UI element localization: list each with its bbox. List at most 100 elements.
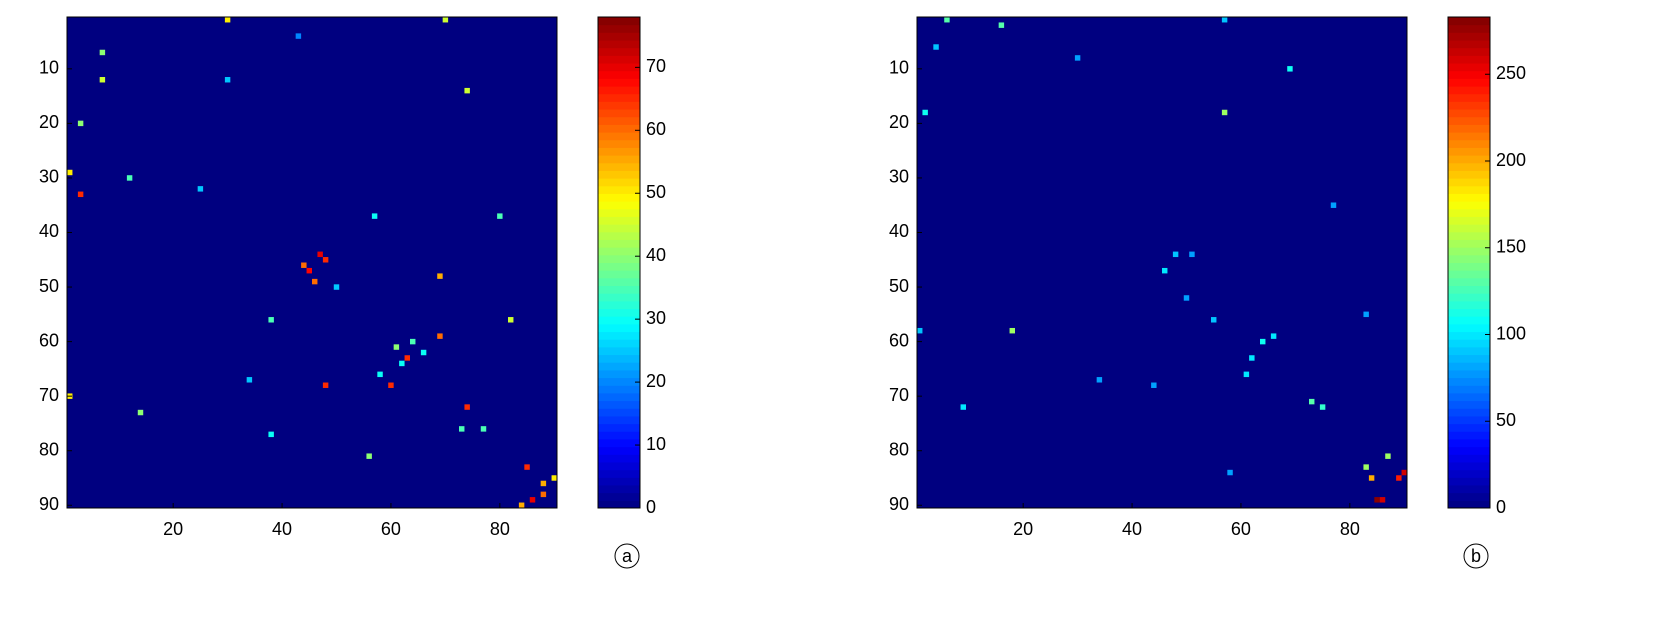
cell (268, 431, 274, 438)
cell (459, 426, 465, 432)
cell (464, 404, 470, 410)
colorbar-segment (598, 254, 640, 263)
y-tick-label: 20 (39, 112, 59, 132)
colorbar-segment (1448, 185, 1490, 194)
y-tick-label: 50 (39, 276, 59, 296)
colorbar-segment (598, 362, 640, 371)
colorbar-segment (1448, 155, 1490, 164)
colorbar-segment (598, 469, 640, 478)
y-tick-label: 40 (889, 221, 909, 241)
colorbar-tick-label: 250 (1496, 63, 1526, 83)
colorbar-segment (1448, 362, 1490, 371)
cell (1379, 497, 1386, 503)
colorbar-segment (1448, 270, 1490, 279)
cell (480, 426, 487, 432)
colorbar-segment (598, 116, 640, 125)
cell (1227, 469, 1233, 476)
y-tick-label: 70 (39, 385, 59, 405)
colorbar-segment (598, 438, 640, 448)
colorbar-segment (1448, 40, 1490, 49)
colorbar-segment (598, 55, 640, 64)
colorbar-segment (1448, 293, 1490, 302)
colorbar-tick-label: 50 (646, 182, 666, 202)
colorbar-segment (1448, 446, 1490, 455)
cell (1330, 202, 1337, 208)
colorbar-segment (1448, 300, 1490, 310)
cell (1096, 377, 1103, 383)
y-tick-label: 30 (39, 167, 59, 187)
cell (551, 475, 557, 481)
cell (99, 77, 106, 83)
cell (922, 109, 928, 116)
cell (366, 453, 372, 459)
y-tick-label: 10 (39, 58, 59, 78)
cell (960, 404, 966, 410)
colorbar-segment (598, 24, 640, 33)
colorbar-segment (1448, 47, 1490, 56)
colorbar-segment (1448, 415, 1490, 425)
colorbar-segment (598, 308, 640, 317)
colorbar-segment (598, 285, 640, 294)
y-tick-label: 90 (39, 494, 59, 514)
colorbar-tick-label: 50 (1496, 410, 1516, 430)
colorbar-segment (1448, 193, 1490, 202)
colorbar-segment (1448, 431, 1490, 440)
cell (1260, 338, 1266, 345)
cell (322, 257, 329, 263)
colorbar-segment (598, 101, 640, 110)
colorbar-tick-label: 60 (646, 119, 666, 139)
cell (464, 87, 470, 94)
colorbar-segment (1448, 484, 1490, 494)
cell (224, 77, 231, 83)
colorbar-segment (598, 369, 640, 379)
cell (333, 284, 340, 290)
cell (1221, 109, 1228, 116)
colorbar-segment (598, 454, 640, 463)
colorbar-segment (598, 32, 640, 41)
cell (933, 44, 939, 50)
colorbar-segment (598, 132, 640, 141)
colorbar-segment (1448, 216, 1490, 225)
colorbar-segment (598, 185, 640, 194)
cell (377, 371, 383, 378)
colorbar-segment (598, 109, 640, 118)
colorbar-segment (598, 446, 640, 455)
colorbar-segment (598, 224, 640, 233)
colorbar-segment (598, 293, 640, 302)
colorbar-tick-label: 150 (1496, 237, 1526, 257)
colorbar-segment (598, 208, 640, 217)
colorbar-segment (598, 415, 640, 425)
cell (224, 17, 231, 23)
x-tick-label: 60 (381, 519, 401, 539)
colorbar-tick-label: 0 (1496, 497, 1506, 517)
colorbar-segment (1448, 70, 1490, 79)
cell (437, 273, 443, 279)
colorbar-segment (598, 277, 640, 287)
colorbar-segment (1448, 86, 1490, 95)
cell (1211, 317, 1217, 323)
cell (540, 480, 547, 487)
colorbar-segment (1448, 178, 1490, 187)
colorbar-segment (598, 492, 640, 501)
colorbar-segment (1448, 55, 1490, 64)
cell (529, 497, 536, 503)
y-tick-label: 10 (889, 58, 909, 78)
y-tick-label: 70 (889, 385, 909, 405)
cell (312, 278, 318, 285)
colorbar-segment (598, 477, 640, 486)
cell (1009, 327, 1015, 334)
colorbar-segment (598, 124, 640, 133)
colorbar-frame (1447, 16, 1491, 509)
cell (437, 333, 443, 339)
colorbar-segment (598, 247, 640, 256)
colorbar-segment (1448, 438, 1490, 448)
cell (1396, 475, 1402, 481)
colorbar-segment (598, 155, 640, 164)
cell (1162, 267, 1168, 274)
colorbar-tick-label: 30 (646, 308, 666, 328)
colorbar-segment (1448, 500, 1490, 509)
colorbar-segment (1448, 377, 1490, 386)
colorbar-segment (598, 162, 640, 171)
cell (1189, 251, 1195, 258)
